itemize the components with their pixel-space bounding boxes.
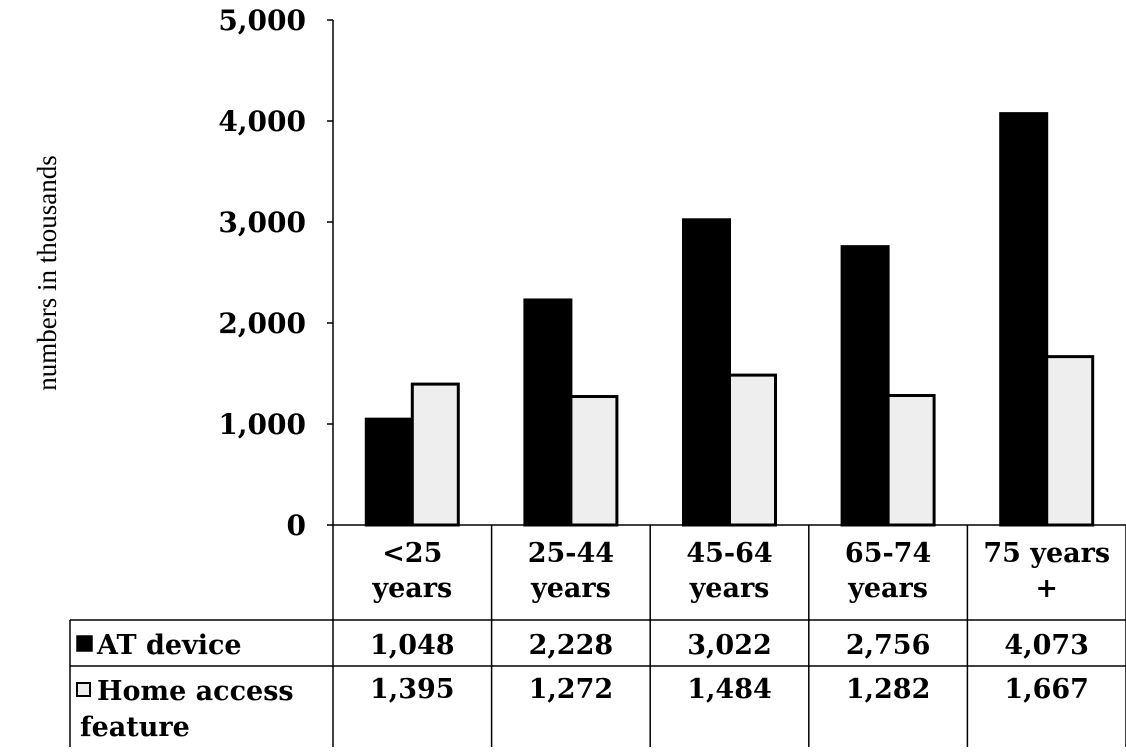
y-tick-label: 2,000	[218, 307, 306, 340]
data-label-at-device: 4,073	[1004, 630, 1089, 661]
x-tick-label: years	[530, 573, 611, 604]
x-tick-label: years	[847, 573, 928, 604]
x-tick-label: 75 years	[983, 538, 1110, 569]
data-label-home-access: 1,272	[529, 674, 614, 705]
data-label-at-device: 2,228	[529, 630, 614, 661]
x-tick-label: years	[689, 573, 770, 604]
data-label-at-device: 1,048	[370, 630, 455, 661]
bar-home-access	[886, 394, 936, 527]
x-tick-label: years	[371, 573, 452, 604]
data-label-home-access: 1,667	[1004, 674, 1089, 705]
data-label-home-access: 1,484	[687, 674, 772, 705]
legend-label-at-device: AT device	[96, 630, 242, 661]
x-tick-label: 65-74	[845, 538, 931, 569]
x-tick-label: +	[1035, 573, 1058, 604]
y-axis-label: numbers in thousands	[32, 155, 62, 391]
bar-at-device	[682, 218, 731, 527]
bar-at-device	[840, 245, 890, 527]
bar-home-access	[1045, 355, 1095, 527]
y-tick-label: 4,000	[218, 105, 306, 138]
bar-home-access	[410, 382, 460, 527]
y-tick-label: 0	[287, 509, 306, 542]
bar-at-device	[523, 298, 573, 527]
data-label-home-access: 1,395	[370, 674, 455, 705]
legend-key-home-access	[76, 682, 91, 697]
bar-at-device	[999, 112, 1049, 527]
bar-home-access	[569, 395, 619, 527]
data-label-at-device: 3,022	[687, 630, 772, 661]
legend-label-home-access: feature	[80, 712, 190, 743]
x-tick-label: <25	[382, 538, 442, 569]
x-tick-label: 25-44	[528, 538, 614, 569]
y-tick-label: 5,000	[218, 4, 306, 37]
bar-home-access	[728, 373, 777, 527]
data-label-at-device: 2,756	[846, 630, 931, 661]
legend-label-home-access: Home access	[97, 676, 294, 707]
data-label-home-access: 1,282	[846, 674, 931, 705]
y-tick-label: 3,000	[218, 206, 306, 239]
x-tick-label: 45-64	[686, 538, 772, 569]
legend-key-at-device	[76, 635, 93, 652]
y-tick-label: 1,000	[218, 408, 306, 441]
bar-at-device	[364, 417, 414, 527]
